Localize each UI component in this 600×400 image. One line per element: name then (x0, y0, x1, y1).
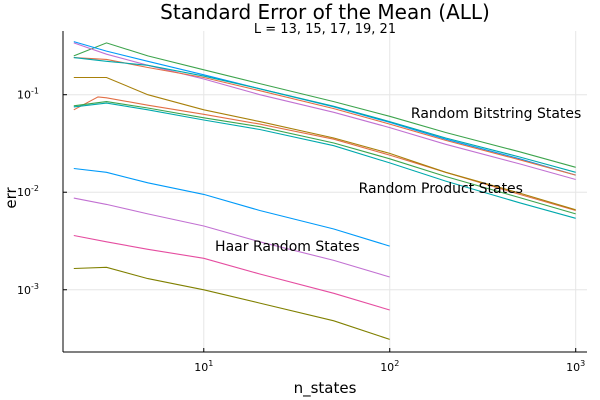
x-tick-label: 101 (194, 359, 213, 374)
series-line (73, 234, 390, 311)
y-tick-label: 10-1 (17, 87, 39, 102)
chart-subtitle: L = 13, 15, 17, 19, 21 (254, 22, 396, 37)
annotation-label: Random Bitstring States (411, 106, 581, 122)
x-tick-label: 102 (380, 359, 399, 374)
y-axis-label: err (2, 187, 20, 209)
y-tick-label: 10-2 (17, 184, 39, 199)
annotations: Random Bitstring States Random Product St… (215, 106, 581, 255)
series-line (73, 76, 576, 211)
series-line (73, 266, 390, 340)
y-tick-label: 10-3 (17, 282, 39, 297)
series-line (73, 42, 576, 181)
x-axis-label: n_states (294, 379, 357, 398)
series-line (73, 57, 576, 173)
series-line (73, 42, 576, 168)
annotation-label: Random Product States (359, 181, 523, 197)
series-group (73, 41, 576, 340)
series-line (73, 167, 390, 247)
series-line (73, 197, 390, 278)
series-line (73, 101, 576, 215)
x-tick-label: 103 (566, 359, 585, 374)
tick-labels: 101 102 103 10-3 10-2 10-1 (17, 87, 585, 374)
series-line (73, 102, 576, 219)
chart-title: Standard Error of the Mean (ALL) (160, 0, 490, 24)
axes (62, 31, 587, 353)
annotation-label: Haar Random States (215, 239, 360, 255)
gridlines (63, 31, 587, 352)
